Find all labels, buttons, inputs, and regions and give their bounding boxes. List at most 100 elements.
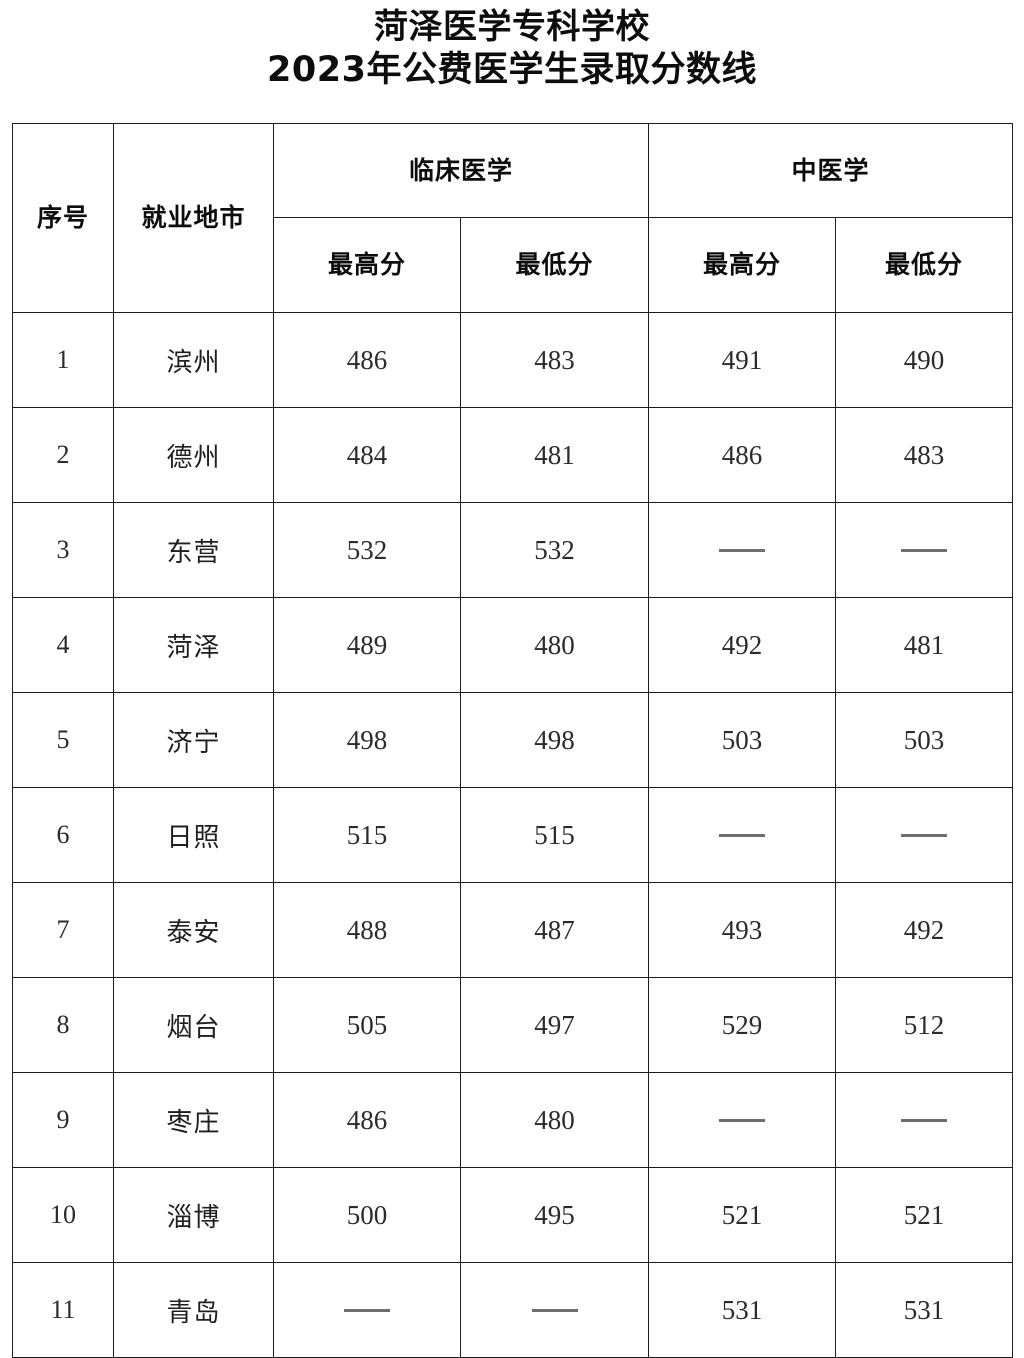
document-title: 菏泽医学专科学校 2023年公费医学生录取分数线 bbox=[0, 0, 1024, 92]
cell-tcm-lowest: 481 bbox=[835, 597, 1014, 693]
cell-index: 11 bbox=[12, 1262, 114, 1358]
cell-tcm-lowest: 521 bbox=[835, 1167, 1014, 1263]
cell-clinical-highest: 505 bbox=[273, 977, 461, 1073]
cell-index: 10 bbox=[12, 1167, 114, 1263]
cell-clinical-lowest: 487 bbox=[459, 882, 650, 978]
cell-tcm-lowest: 512 bbox=[835, 977, 1014, 1073]
cell-clinical-highest: 489 bbox=[273, 597, 461, 693]
table-head: 序号 就业地市 临床医学 中医学 最高分 bbox=[12, 123, 1014, 313]
cell-city: 日照 bbox=[113, 787, 274, 883]
cell-clinical-highest: 484 bbox=[273, 407, 461, 503]
header-clinical-highest-label: 最高分 bbox=[327, 250, 406, 279]
table-header-row-groups: 序号 就业地市 临床医学 中医学 bbox=[12, 123, 1014, 313]
empty-value-dash-icon bbox=[531, 1308, 578, 1312]
cell-tcm-highest: 493 bbox=[648, 882, 837, 978]
empty-value-dash-icon bbox=[719, 1118, 766, 1122]
table-row: 5 济宁 498 498 503 503 bbox=[12, 692, 1014, 788]
cell-tcm-lowest bbox=[835, 502, 1014, 598]
cell-clinical-lowest: 498 bbox=[459, 692, 650, 788]
cell-tcm-highest bbox=[648, 787, 837, 883]
cell-tcm-lowest: 503 bbox=[835, 692, 1014, 788]
cell-index: 5 bbox=[12, 692, 114, 788]
empty-value-dash-icon bbox=[901, 548, 948, 552]
table-row: 6 日照 515 515 bbox=[12, 787, 1014, 883]
cell-tcm-lowest bbox=[835, 1072, 1014, 1168]
cell-clinical-highest: 515 bbox=[273, 787, 461, 883]
cell-tcm-lowest bbox=[835, 787, 1014, 883]
header-group-clinical: 临床医学 bbox=[272, 123, 650, 218]
cell-city: 烟台 bbox=[113, 977, 274, 1073]
cell-clinical-lowest: 480 bbox=[459, 1072, 650, 1168]
header-group-tcm: 中医学 bbox=[648, 123, 1014, 218]
header-clinical-lowest-label: 最低分 bbox=[515, 250, 594, 279]
cell-tcm-lowest: 531 bbox=[835, 1262, 1014, 1358]
title-line-school: 菏泽医学专科学校 bbox=[374, 7, 650, 47]
table-row: 8 烟台 505 497 529 512 bbox=[12, 977, 1014, 1073]
empty-value-dash-icon bbox=[719, 548, 766, 552]
cell-clinical-highest: 486 bbox=[273, 312, 461, 408]
title-line-subject: 2023年公费医学生录取分数线 bbox=[267, 50, 757, 90]
empty-value-dash-icon bbox=[901, 1118, 948, 1122]
cell-tcm-highest bbox=[648, 502, 837, 598]
admission-score-table: 序号 就业地市 临床医学 中医学 最高分 bbox=[12, 123, 1014, 1358]
header-group-tcm-label: 中医学 bbox=[791, 155, 870, 185]
cell-index: 2 bbox=[12, 407, 114, 503]
cell-index: 1 bbox=[12, 312, 114, 408]
cell-clinical-lowest: 515 bbox=[459, 787, 650, 883]
cell-index: 6 bbox=[12, 787, 114, 883]
header-index: 序号 bbox=[12, 123, 114, 313]
cell-tcm-highest: 492 bbox=[648, 597, 837, 693]
table-row: 9 枣庄 486 480 bbox=[12, 1072, 1014, 1168]
cell-city: 青岛 bbox=[113, 1262, 274, 1358]
cell-city: 德州 bbox=[113, 407, 274, 503]
cell-clinical-highest: 500 bbox=[273, 1167, 461, 1263]
cell-clinical-lowest: 480 bbox=[459, 597, 650, 693]
table-row: 11 青岛 531 531 bbox=[12, 1262, 1014, 1358]
empty-value-dash-icon bbox=[719, 833, 766, 837]
cell-tcm-highest: 529 bbox=[648, 977, 837, 1073]
header-group-clinical-label: 临床医学 bbox=[409, 155, 514, 185]
cell-city: 枣庄 bbox=[113, 1072, 274, 1168]
header-tcm-lowest-label: 最低分 bbox=[885, 250, 964, 279]
header-city: 就业地市 bbox=[113, 123, 274, 313]
cell-index: 7 bbox=[12, 882, 114, 978]
cell-clinical-lowest: 532 bbox=[459, 502, 650, 598]
cell-tcm-highest: 486 bbox=[648, 407, 837, 503]
header-clinical-lowest: 最低分 bbox=[459, 217, 650, 313]
cell-clinical-highest: 486 bbox=[273, 1072, 461, 1168]
cell-tcm-lowest: 483 bbox=[835, 407, 1014, 503]
cell-clinical-lowest: 481 bbox=[459, 407, 650, 503]
cell-tcm-highest: 503 bbox=[648, 692, 837, 788]
cell-tcm-lowest: 492 bbox=[835, 882, 1014, 978]
table-row: 1 滨州 486 483 491 490 bbox=[12, 312, 1014, 408]
empty-value-dash-icon bbox=[344, 1308, 390, 1312]
cell-tcm-highest: 491 bbox=[648, 312, 837, 408]
cell-clinical-lowest: 483 bbox=[459, 312, 650, 408]
table-row: 3 东营 532 532 bbox=[12, 502, 1014, 598]
header-tcm-highest: 最高分 bbox=[648, 217, 837, 313]
cell-index: 4 bbox=[12, 597, 114, 693]
cell-tcm-highest: 521 bbox=[648, 1167, 837, 1263]
cell-clinical-lowest: 497 bbox=[459, 977, 650, 1073]
table-body: 1 滨州 486 483 491 490 2 德州 484 481 486 483 3 东营 532 532 4… bbox=[12, 312, 1014, 1358]
cell-tcm-lowest: 490 bbox=[835, 312, 1014, 408]
cell-index: 9 bbox=[12, 1072, 114, 1168]
table-row: 4 菏泽 489 480 492 481 bbox=[12, 597, 1014, 693]
cell-clinical-lowest: 495 bbox=[459, 1167, 650, 1263]
table-row: 7 泰安 488 487 493 492 bbox=[12, 882, 1014, 978]
cell-city: 济宁 bbox=[113, 692, 274, 788]
cell-city: 泰安 bbox=[113, 882, 274, 978]
header-city-label: 就业地市 bbox=[141, 203, 246, 232]
cell-city: 滨州 bbox=[113, 312, 274, 408]
cell-clinical-highest bbox=[273, 1262, 461, 1358]
cell-city: 淄博 bbox=[113, 1167, 274, 1263]
cell-clinical-highest: 532 bbox=[273, 502, 461, 598]
header-index-label: 序号 bbox=[36, 203, 89, 232]
cell-index: 8 bbox=[12, 977, 114, 1073]
empty-value-dash-icon bbox=[901, 833, 948, 837]
cell-clinical-highest: 488 bbox=[273, 882, 461, 978]
header-tcm-highest-label: 最高分 bbox=[703, 250, 782, 279]
cell-tcm-highest bbox=[648, 1072, 837, 1168]
cell-clinical-lowest bbox=[459, 1262, 650, 1358]
table-row: 2 德州 484 481 486 483 bbox=[12, 407, 1014, 503]
